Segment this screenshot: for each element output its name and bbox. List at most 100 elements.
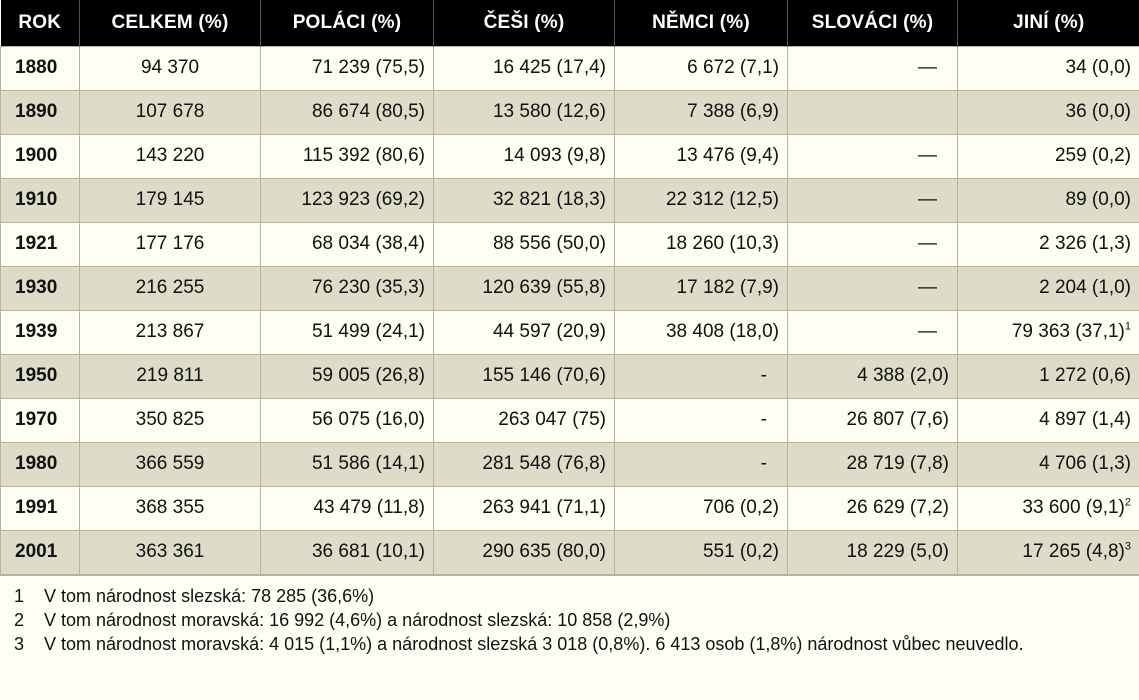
cell-celkem: 213 867 [79, 309, 261, 355]
cell-nemci: 706 (0,2) [614, 485, 788, 531]
cell-polaci: 51 499 (24,1) [260, 309, 434, 355]
cell-cesi-value: 120 639 (55,8) [482, 277, 606, 298]
table-row: 1939 213 867 51 499 (24,1) 44 597 (20,9) 38 … [0, 309, 1139, 355]
cell-rok: 1950 [0, 353, 80, 399]
cell-slovaci-value: — [918, 233, 937, 254]
cell-cesi: 263 047 (75) [433, 397, 615, 443]
cell-polaci-value: 56 075 (16,0) [311, 409, 425, 430]
footnote-number: 1 [14, 585, 25, 606]
cell-slovaci: — [787, 265, 958, 311]
footnote-number: 2 [14, 609, 25, 630]
cell-rok-value: 1900 [15, 145, 58, 166]
cell-celkem-value: 179 145 [135, 189, 205, 210]
cell-celkem-value: 350 825 [135, 409, 205, 430]
cell-jini: 79 363 (37,1)1 [957, 309, 1139, 355]
cell-celkem-value: 177 176 [135, 233, 205, 254]
cell-celkem: 350 825 [79, 397, 261, 443]
cell-celkem-value: 216 255 [135, 277, 205, 298]
cell-nemci-value: 38 408 (18,0) [665, 321, 779, 342]
cell-slovaci-value: 18 229 (5,0) [846, 541, 949, 562]
footnote-number: 3 [14, 633, 25, 654]
cell-polaci: 123 923 (69,2) [260, 177, 434, 223]
cell-rok: 1930 [0, 265, 80, 311]
cell-polaci: 115 392 (80,6) [260, 133, 434, 179]
cell-polaci: 43 479 (11,8) [260, 485, 434, 531]
cell-nemci: - [614, 441, 788, 487]
cell-jini-value: 4 897 (1,4) [1039, 409, 1131, 430]
cell-polaci-value: 68 034 (38,4) [311, 233, 425, 254]
cell-rok-value: 1910 [15, 189, 58, 210]
cell-nemci-value: 22 312 (12,5) [665, 189, 779, 210]
cell-polaci: 71 239 (75,5) [260, 45, 434, 91]
cell-cesi: 32 821 (18,3) [433, 177, 615, 223]
header-nemci: NĚMCI (%) [614, 0, 788, 46]
header-slovaci: SLOVÁCI (%) [787, 0, 958, 46]
cell-polaci: 36 681 (10,1) [260, 529, 434, 575]
cell-celkem: 143 220 [79, 133, 261, 179]
cell-slovaci: — [787, 133, 958, 179]
cell-slovaci: 26 807 (7,6) [787, 397, 958, 443]
cell-polaci-value: 51 586 (14,1) [311, 453, 425, 474]
cell-celkem-value: 368 355 [135, 497, 205, 518]
cell-celkem: 216 255 [79, 265, 261, 311]
cell-jini-value: 33 600 (9,1) [1022, 497, 1125, 518]
cell-nemci-value: - [760, 453, 767, 474]
cell-rok: 1880 [0, 45, 80, 91]
cell-cesi: 120 639 (55,8) [433, 265, 615, 311]
cell-polaci: 68 034 (38,4) [260, 221, 434, 267]
cell-nemci: 7 388 (6,9) [614, 89, 788, 135]
cell-jini: 33 600 (9,1)2 [957, 485, 1139, 531]
cell-rok: 1980 [0, 441, 80, 487]
footnote-marker: 1 [1124, 320, 1131, 333]
cell-slovaci: 18 229 (5,0) [787, 529, 958, 575]
cell-rok-value: 1930 [15, 277, 58, 298]
cell-jini-value: 2 326 (1,3) [1039, 233, 1131, 254]
cell-nemci: 6 672 (7,1) [614, 45, 788, 91]
cell-nemci: 22 312 (12,5) [614, 177, 788, 223]
cell-polaci-value: 71 239 (75,5) [311, 57, 425, 78]
cell-jini: 36 (0,0) [957, 89, 1139, 135]
cell-rok-value: 1991 [15, 497, 58, 518]
cell-nemci-value: 18 260 (10,3) [665, 233, 779, 254]
cell-nemci-value: 551 (0,2) [702, 541, 779, 562]
cell-jini-value: 1 272 (0,6) [1039, 365, 1131, 386]
cell-nemci-value: - [760, 365, 767, 386]
cell-cesi: 88 556 (50,0) [433, 221, 615, 267]
cell-celkem: 94 370 [79, 45, 261, 91]
cell-polaci-value: 123 923 (69,2) [301, 189, 425, 210]
table-row: 1980 366 559 51 586 (14,1) 281 548 (76,8) - 2… [0, 441, 1139, 487]
footnote-marker: 3 [1124, 540, 1131, 553]
cell-celkem: 177 176 [79, 221, 261, 267]
cell-cesi: 16 425 (17,4) [433, 45, 615, 91]
table-row: 1910 179 145 123 923 (69,2) 32 821 (18,3) 22… [0, 177, 1139, 223]
cell-rok-value: 1939 [15, 321, 58, 342]
footnote-text: V tom národnost moravská: 16 992 (4,6%) … [44, 609, 671, 630]
cell-nemci-value: 7 388 (6,9) [687, 101, 779, 122]
cell-rok-value: 2001 [15, 541, 58, 562]
cell-cesi: 14 093 (9,8) [433, 133, 615, 179]
cell-polaci-value: 115 392 (80,6) [302, 145, 425, 166]
header-polaci: POLÁCI (%) [260, 0, 434, 46]
cell-slovaci-value: — [918, 145, 937, 166]
cell-polaci-value: 51 499 (24,1) [311, 321, 425, 342]
cell-celkem-value: 143 220 [135, 145, 205, 166]
cell-jini-value: 34 (0,0) [1065, 57, 1131, 78]
cell-nemci-value: 706 (0,2) [702, 497, 779, 518]
cell-celkem: 219 811 [79, 353, 261, 399]
cell-jini: 2 326 (1,3) [957, 221, 1139, 267]
table-row: 1950 219 811 59 005 (26,8) 155 146 (70,6) - 4… [0, 353, 1139, 399]
cell-jini: 4 706 (1,3) [957, 441, 1139, 487]
header-rok: ROK [0, 0, 80, 46]
cell-rok: 1970 [0, 397, 80, 443]
cell-cesi-value: 155 146 (70,6) [482, 365, 606, 386]
cell-slovaci: 28 719 (7,8) [787, 441, 958, 487]
footnote-item: 3 V tom národnost moravská: 4 015 (1,1%) … [14, 632, 1125, 656]
table-body: 1880 94 370 71 239 (75,5) 16 425 (17,4) 6 67… [0, 45, 1139, 575]
cell-slovaci: — [787, 221, 958, 267]
cell-rok-value: 1880 [15, 57, 58, 78]
header-jini: JINÍ (%) [957, 0, 1139, 46]
cell-cesi-value: 281 548 (76,8) [482, 453, 606, 474]
cell-slovaci-value: 28 719 (7,8) [846, 453, 949, 474]
cell-cesi: 263 941 (71,1) [433, 485, 615, 531]
cell-cesi: 155 146 (70,6) [433, 353, 615, 399]
